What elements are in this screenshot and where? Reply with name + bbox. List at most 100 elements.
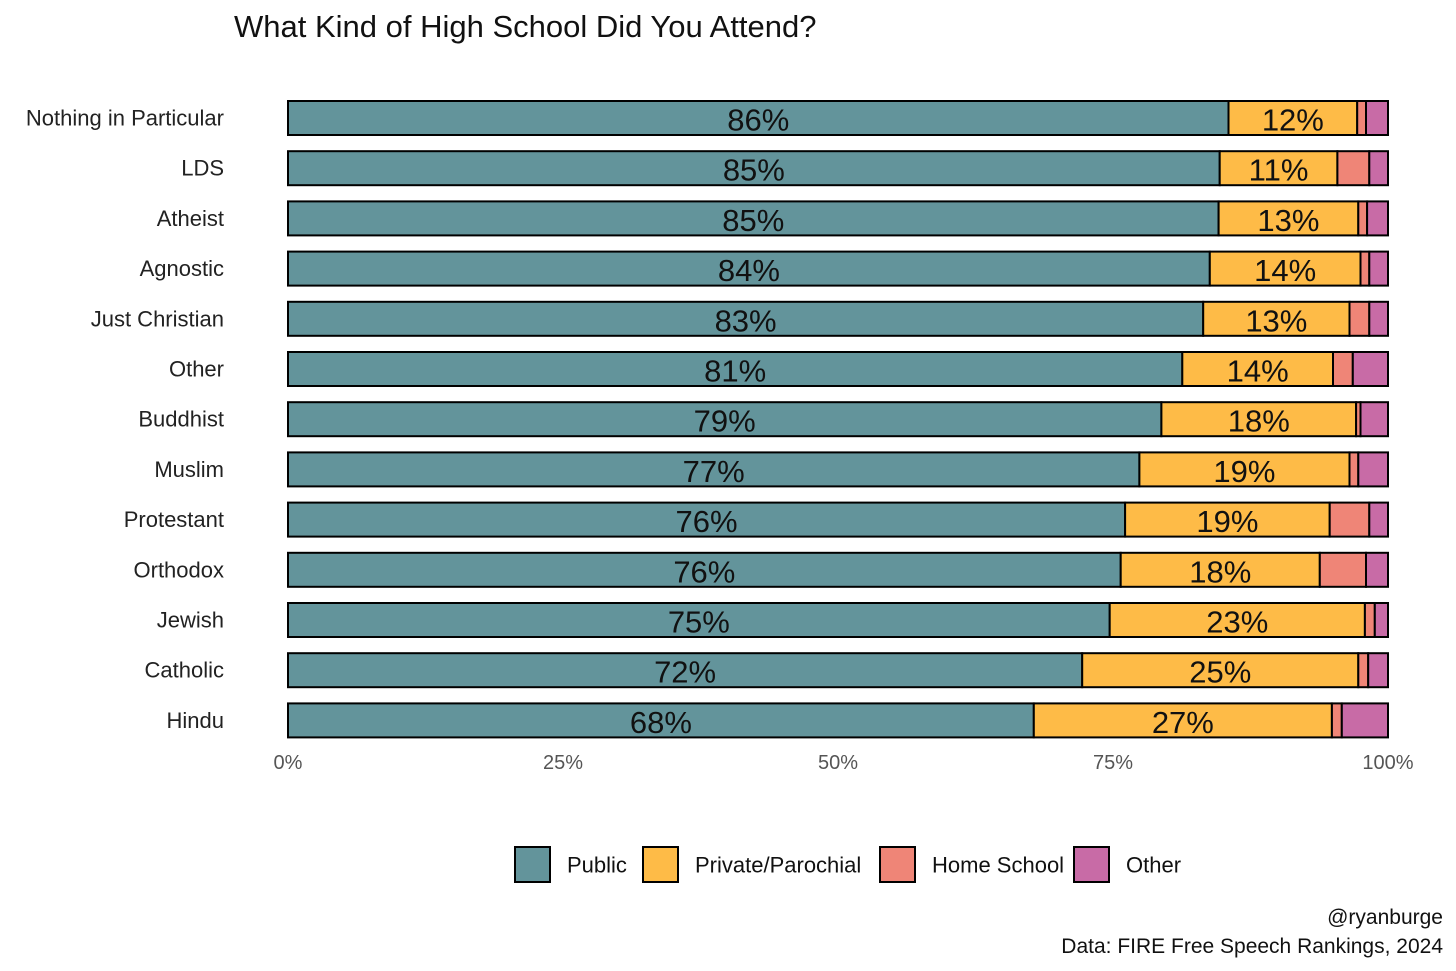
category-label: Buddhist — [138, 407, 224, 432]
data-label: 18% — [1228, 404, 1290, 439]
data-label: 76% — [673, 554, 735, 589]
legend-label: Public — [567, 853, 627, 878]
data-label: 13% — [1257, 203, 1319, 238]
bar-segment — [287, 702, 1035, 739]
category-label: Other — [169, 357, 224, 382]
bar-segment — [1336, 150, 1371, 187]
bar-segment — [1365, 100, 1389, 136]
data-label: 68% — [630, 705, 692, 740]
bar-segment — [1367, 652, 1389, 689]
bar-segment — [1217, 200, 1360, 237]
bar-segment — [1348, 451, 1360, 488]
data-label: 27% — [1152, 705, 1214, 740]
data-label: 75% — [668, 605, 730, 640]
bar-segment — [1356, 100, 1367, 136]
data-label: 12% — [1262, 103, 1324, 138]
bar-segment — [1357, 451, 1390, 488]
bar-segment — [1332, 351, 1354, 387]
data-label: 83% — [715, 303, 777, 338]
data-label: 23% — [1206, 605, 1268, 640]
data-label: 19% — [1213, 454, 1275, 489]
bar-segment — [1357, 200, 1369, 237]
legend-swatch — [514, 846, 551, 883]
bar-segment — [1373, 602, 1390, 638]
bar-segment — [1340, 702, 1390, 739]
legend-swatch — [642, 846, 679, 883]
bar-segment — [1330, 702, 1343, 739]
bar-segment — [1363, 602, 1376, 638]
category-label: Atheist — [157, 206, 224, 231]
legend-label: Other — [1126, 853, 1181, 878]
chart-title: What Kind of High School Did You Attend? — [234, 9, 817, 44]
data-label: 76% — [676, 504, 738, 539]
category-label: Jewish — [157, 608, 224, 633]
bar-segment — [287, 150, 1221, 187]
bar-segment — [1227, 100, 1359, 136]
bar-segment — [287, 200, 1220, 237]
category-label: LDS — [181, 156, 224, 181]
bar-segment — [1359, 401, 1389, 438]
data-label: 85% — [723, 153, 785, 188]
x-axis-ticks: 0% 25% 50% 75% 100% — [274, 752, 1414, 774]
category-label: Catholic — [145, 658, 224, 683]
x-tick-label: 100% — [1362, 752, 1413, 774]
category-label: Muslim — [154, 457, 224, 482]
bar-segment — [287, 451, 1141, 488]
legend-label: Home School — [932, 853, 1064, 878]
data-label: 77% — [683, 454, 745, 489]
x-tick-label: 50% — [818, 752, 858, 774]
x-tick-label: 25% — [543, 752, 583, 774]
bar-segment — [1368, 501, 1390, 538]
bar-segment — [1357, 652, 1370, 689]
data-label: 11% — [1249, 153, 1309, 188]
bar-segment — [287, 100, 1230, 136]
bar-segment — [1160, 401, 1358, 438]
category-label: Just Christian — [91, 306, 224, 331]
category-label: Nothing in Particular — [26, 106, 224, 131]
bar-segment — [1365, 551, 1389, 588]
bar-segment — [287, 250, 1211, 287]
bar-segment — [1124, 501, 1331, 538]
bar-segment — [1366, 200, 1389, 237]
bar-segment — [1348, 300, 1371, 337]
bar-segment — [1368, 150, 1390, 187]
data-label: 79% — [694, 404, 756, 439]
bars — [287, 100, 1390, 739]
data-label: 18% — [1189, 554, 1251, 589]
data-label: 84% — [718, 253, 780, 288]
x-tick-label: 0% — [274, 752, 303, 774]
bar-segment — [1181, 351, 1335, 387]
data-label: 81% — [704, 354, 766, 389]
data-label: 85% — [722, 203, 784, 238]
data-label: 25% — [1189, 655, 1251, 690]
bar-segment — [1351, 351, 1390, 387]
bar-segment — [287, 551, 1122, 588]
caption-handle: @ryanburge — [1327, 906, 1443, 929]
caption-source: Data: FIRE Free Speech Rankings, 2024 — [1061, 935, 1443, 958]
data-label: 72% — [654, 655, 716, 690]
category-label: Hindu — [167, 708, 224, 733]
bar-segment — [1368, 300, 1390, 337]
bar-segment — [1208, 250, 1362, 287]
category-label: Agnostic — [140, 256, 224, 281]
data-labels: 86% 12% 85% 11% 85% 13% 84% 14% 83% 13% 81% 14% 79% 1… — [630, 103, 1324, 740]
bar-segment — [287, 300, 1205, 337]
data-label: 14% — [1254, 253, 1316, 288]
bar-segment — [1081, 652, 1360, 689]
data-label: 19% — [1196, 504, 1258, 539]
data-label: 13% — [1245, 303, 1307, 338]
legend: Public Private/Parochial Home School Other — [514, 846, 1181, 883]
bar-segment — [1328, 501, 1371, 538]
category-labels: Nothing in Particular LDS Atheist Agnostic J… — [26, 106, 224, 733]
legend-swatch — [879, 846, 916, 883]
category-label: Orthodox — [134, 557, 225, 582]
bar-segment — [1318, 551, 1368, 588]
legend-swatch — [1073, 846, 1110, 883]
bar-segment — [287, 401, 1163, 438]
data-label: 86% — [727, 103, 789, 138]
bar-segment — [1202, 300, 1351, 337]
category-label: Protestant — [124, 507, 224, 532]
bar-segment — [1359, 250, 1371, 287]
x-tick-label: 75% — [1093, 752, 1133, 774]
